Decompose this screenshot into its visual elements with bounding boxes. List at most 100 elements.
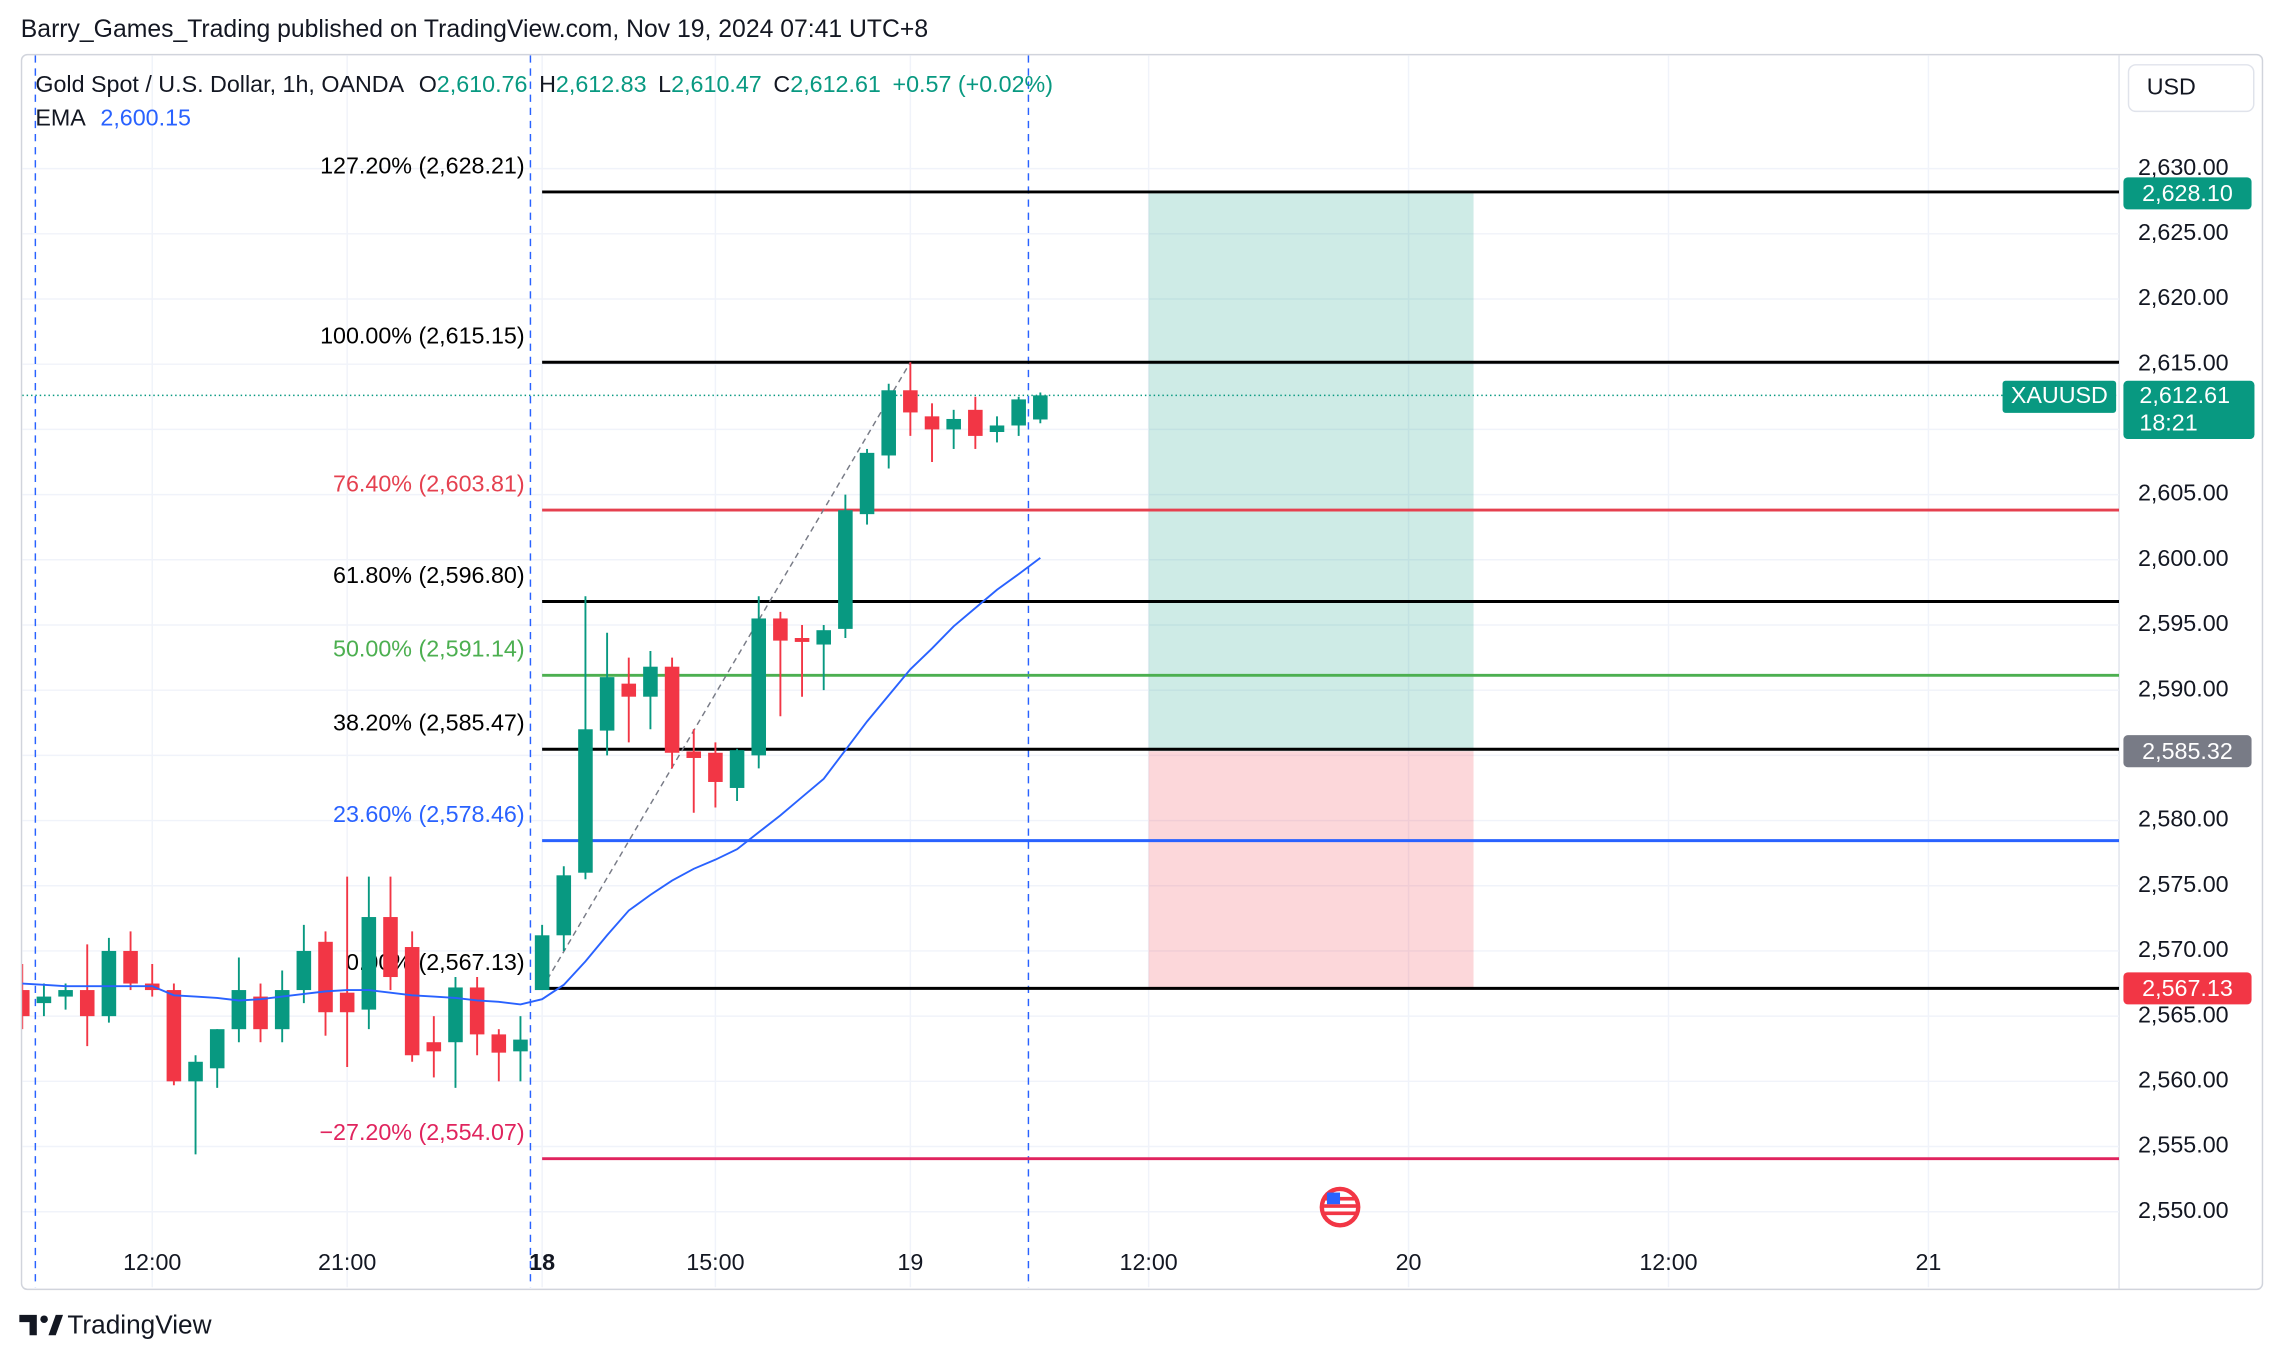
fib-label: 23.60% (2,578.46) xyxy=(333,801,525,827)
attribution: Barry_Games_Trading published on Trading… xyxy=(21,16,928,43)
ohlc: O2,610.76 H2,612.83 L2,610.47 C2,612.61 xyxy=(419,71,881,97)
grid xyxy=(22,55,2120,1288)
y-tick-label: 2,580.00 xyxy=(2138,806,2229,832)
symbol-tag xyxy=(2002,380,2117,413)
ohlc-value: 2,610.47 xyxy=(671,71,762,97)
y-tick-label: 2,550.00 xyxy=(2138,1197,2229,1223)
fib-label: 76.40% (2,603.81) xyxy=(333,471,525,497)
candle-body xyxy=(816,630,831,645)
ohlc-key: C xyxy=(773,71,790,97)
y-tick-label: 2,595.00 xyxy=(2138,610,2229,636)
candle-body xyxy=(448,987,463,1043)
candle-body xyxy=(578,729,593,873)
candle-body xyxy=(686,751,702,758)
axes: 2,550.00 2,555.00 2,560.00 2,565.00 2,570.00… xyxy=(123,154,2255,1275)
candle-body xyxy=(643,666,658,697)
ema-value: 2,600.15 xyxy=(100,105,191,131)
candle-body xyxy=(794,638,810,642)
tradingview-logo xyxy=(19,1314,64,1336)
y-tick-label: 2,560.00 xyxy=(2138,1066,2229,1092)
ohlc-key: O xyxy=(419,71,437,97)
y-tick-label: 2,565.00 xyxy=(2138,1001,2229,1027)
candle-body xyxy=(383,917,398,978)
x-tick-label: 15:00 xyxy=(686,1249,744,1275)
ema-name: EMA xyxy=(35,105,86,131)
x-tick-label: 12:00 xyxy=(1639,1249,1697,1275)
y-tick-label: 2,625.00 xyxy=(2138,219,2229,245)
candle-body xyxy=(166,990,182,1082)
candle-body xyxy=(599,677,615,731)
profit-zone xyxy=(1148,193,1474,752)
x-tick-label: 21 xyxy=(1915,1249,1941,1275)
symbol-label: XAUUSD xyxy=(2011,382,2108,408)
footer-brand: TradingView xyxy=(67,1309,211,1339)
candle-body xyxy=(881,390,896,456)
currency-button[interactable] xyxy=(2127,64,2255,113)
candle-body xyxy=(22,990,30,1017)
last-price-label: 2,612.61 xyxy=(2139,382,2230,408)
candle-body xyxy=(621,683,637,697)
candle-body xyxy=(968,409,983,436)
y-tick-label: 2,605.00 xyxy=(2138,480,2229,506)
candle-body xyxy=(79,990,95,1017)
y-tick-label: 2,615.00 xyxy=(2138,349,2229,375)
legend-title: Gold Spot / U.S. Dollar, 1h, OANDA xyxy=(35,71,404,97)
candle-body xyxy=(838,510,853,629)
ema-legend: EMA 2,600.15 xyxy=(35,105,191,131)
legend-line: Gold Spot / U.S. Dollar, 1h, OANDA O2,610… xyxy=(35,71,1053,97)
price-tag-label: 2,567.13 xyxy=(2142,975,2233,1001)
fib-label: −27.20% (2,554.07) xyxy=(319,1119,524,1145)
candle-body xyxy=(231,990,247,1030)
candle-body xyxy=(946,418,961,430)
y-tick-label: 2,600.00 xyxy=(2138,545,2229,571)
x-tick-label: 12:00 xyxy=(1119,1249,1177,1275)
candle-body xyxy=(729,750,745,788)
ohlc-key: H xyxy=(539,71,556,97)
fib-label: 100.00% (2,615.15) xyxy=(320,323,525,349)
price-tag xyxy=(2123,972,2252,1005)
candle-body xyxy=(404,947,420,1056)
candle-body xyxy=(209,1029,225,1069)
ohlc-value: 2,612.83 xyxy=(556,71,647,97)
currency[interactable]: USD xyxy=(2147,73,2196,99)
candle-body xyxy=(469,987,485,1035)
chart-frame xyxy=(20,53,2264,1291)
candle-body xyxy=(708,752,723,782)
candle-body xyxy=(123,950,138,984)
ohlc-value: 2,610.76 xyxy=(437,71,528,97)
event-flag[interactable] xyxy=(1319,1186,1361,1228)
candle-body xyxy=(556,875,572,936)
price-tag xyxy=(2123,735,2252,768)
candle-body xyxy=(664,666,680,753)
candle-body xyxy=(318,941,333,1013)
ohlc-value: 2,612.61 xyxy=(790,71,881,97)
y-tick-label: 2,555.00 xyxy=(2138,1132,2229,1158)
candle-body xyxy=(513,1039,528,1052)
candle-body xyxy=(1011,399,1026,426)
candle-body xyxy=(989,425,1005,433)
fib-trend-line xyxy=(541,361,911,989)
x-tick-label: 20 xyxy=(1396,1249,1422,1275)
candle-body xyxy=(101,950,117,1017)
y-tick-label: 2,570.00 xyxy=(2138,936,2229,962)
fib-label: 50.00% (2,591.14) xyxy=(333,636,525,662)
candle-body xyxy=(361,917,377,1010)
candle-body xyxy=(859,452,875,515)
last-price-tag xyxy=(2123,380,2255,440)
plot: 127.20% (2,628.21) 100.00% (2,615.15) 76.4… xyxy=(22,55,2120,1288)
candle-body xyxy=(903,390,918,413)
candle-body xyxy=(188,1061,203,1082)
fib-label: 127.20% (2,628.21) xyxy=(320,152,525,178)
candle-body xyxy=(491,1034,507,1053)
y-tick-label: 2,575.00 xyxy=(2138,871,2229,897)
fib-label: 61.80% (2,596.80) xyxy=(333,562,525,588)
candle-body xyxy=(1033,395,1048,420)
candle-body xyxy=(296,950,312,991)
candle-body xyxy=(426,1042,442,1052)
countdown: 18:21 xyxy=(2139,410,2197,436)
fib-label: 38.20% (2,585.47) xyxy=(333,710,525,736)
x-tick-label: 19 xyxy=(897,1249,923,1275)
